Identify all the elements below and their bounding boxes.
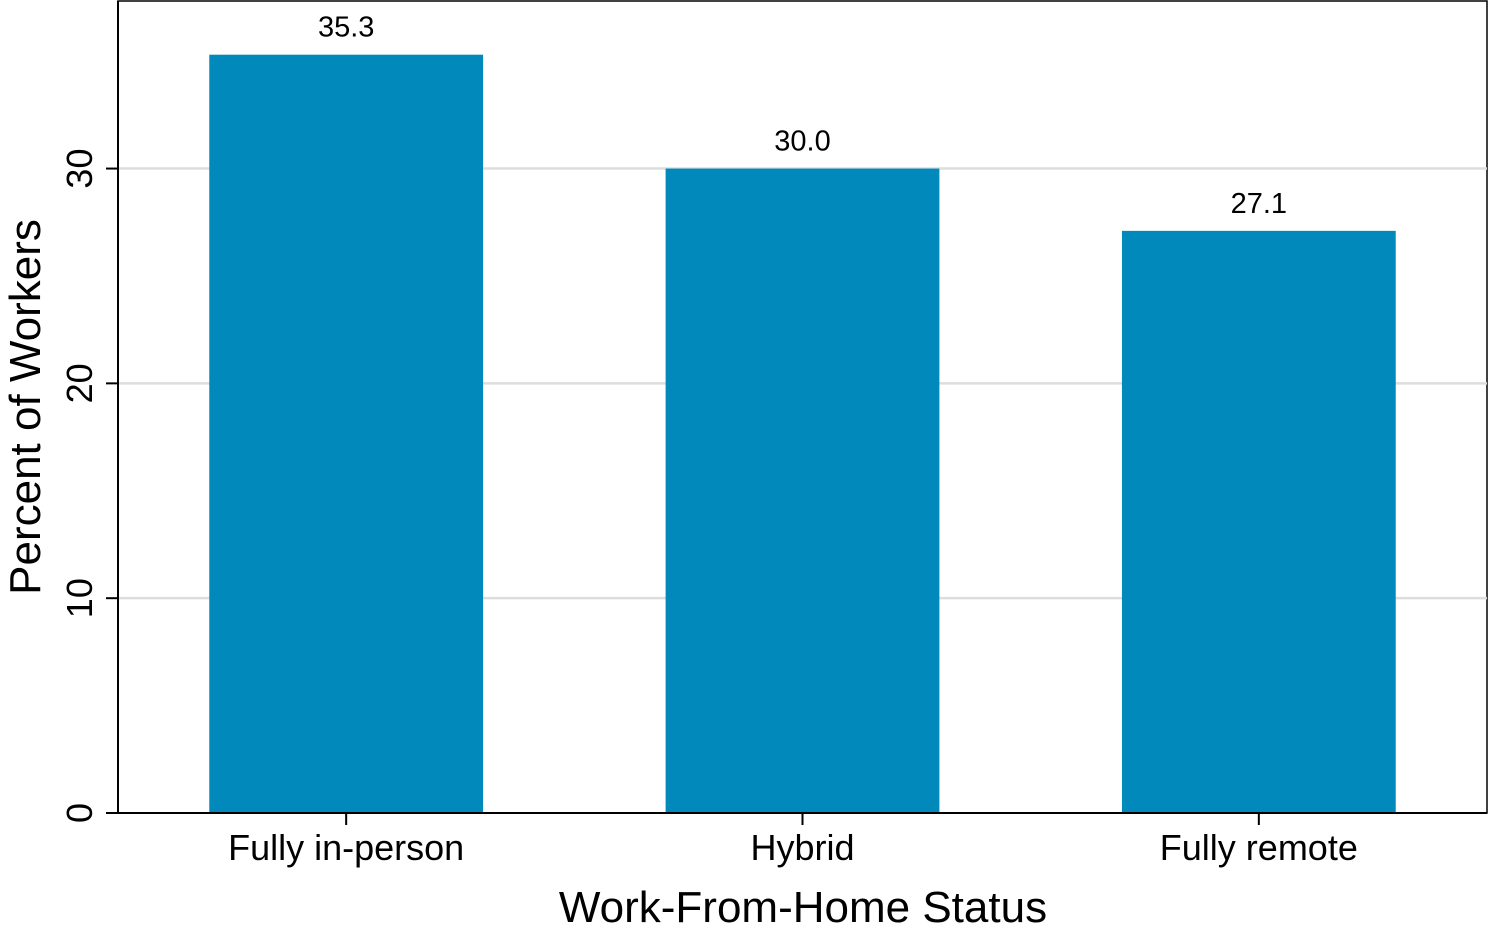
bars <box>209 54 1396 814</box>
y-tick-label: 0 <box>59 803 100 823</box>
bar <box>209 54 484 813</box>
bar <box>665 168 940 814</box>
bar-value-label: 35.3 <box>318 12 374 44</box>
y-axis-ticks: 0 10 20 30 <box>59 149 118 823</box>
bar-value-label: 27.1 <box>1231 188 1287 220</box>
x-tick-label: Hybrid <box>750 827 854 868</box>
y-tick-label: 20 <box>59 363 100 403</box>
y-tick-label: 10 <box>59 578 100 618</box>
x-axis-ticks: Fully in-person Hybrid Fully remote <box>228 813 1358 868</box>
data-labels: 35.3 30.0 27.1 <box>318 12 1287 220</box>
bar-value-label: 30.0 <box>774 126 830 158</box>
bar <box>1121 230 1396 813</box>
x-axis-title: Work-From-Home Status <box>559 883 1047 927</box>
y-tick-label: 30 <box>59 149 100 189</box>
x-tick-label: Fully remote <box>1160 827 1358 868</box>
x-tick-label: Fully in-person <box>228 827 464 868</box>
y-axis-title: Percent of Workers <box>1 219 50 595</box>
